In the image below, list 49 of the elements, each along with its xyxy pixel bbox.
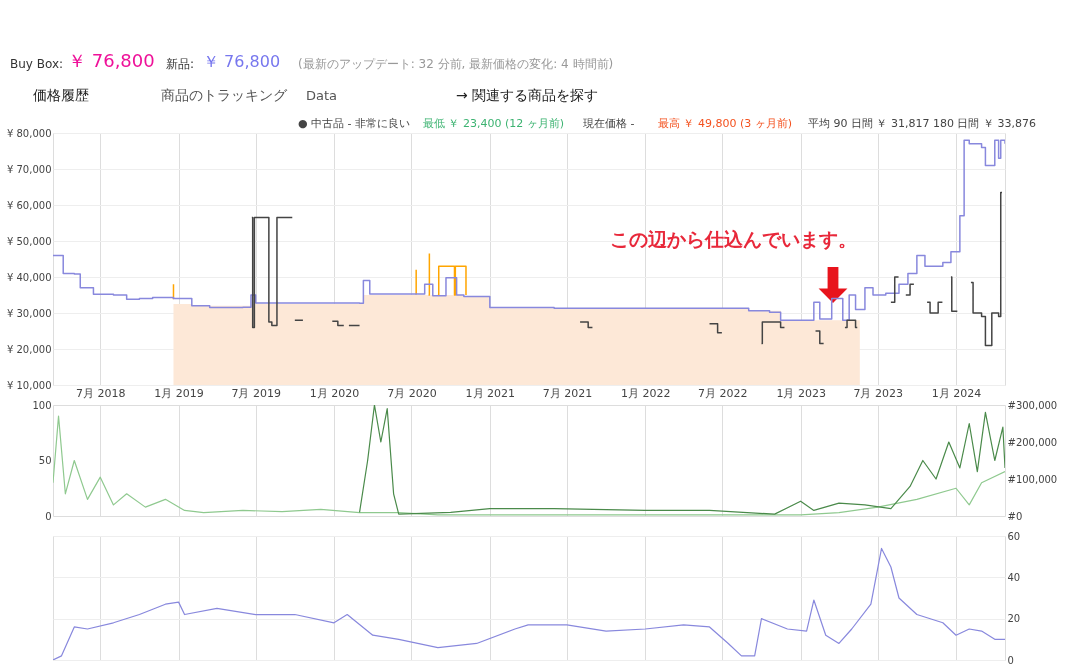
- text: 現在価格 -: [583, 117, 635, 130]
- y2-tick-label: #0: [1007, 510, 1023, 522]
- x-tick-label: 1月 2021: [465, 386, 516, 400]
- y-tick-label: ¥ 10,000: [6, 379, 52, 391]
- x-tick-label: 1月 2019: [154, 386, 204, 400]
- text: ● 中古品 - 非常に良い: [298, 117, 411, 130]
- x-tick-label: 1月 2022: [620, 386, 671, 400]
- text: (最新のアップデート: 32 分前, 最新価格の変化: 4 時間前): [298, 57, 614, 71]
- y-tick-label: ¥ 60,000: [6, 199, 52, 211]
- y2-tick-label: #200,000: [1007, 436, 1058, 448]
- y-tick-label: ¥ 80,000: [6, 127, 52, 139]
- text: 平均 90 日間 ￥ 31,817 180 日間 ￥ 33,876: [808, 117, 1036, 130]
- text: Data: [306, 88, 338, 103]
- y2-tick-label: 20: [1007, 613, 1021, 625]
- y-tick-label: ¥ 30,000: [6, 307, 52, 319]
- text: ￥ 76,800: [203, 52, 281, 71]
- y2-tick-label: 0: [1007, 654, 1014, 666]
- text: 最低 ￥ 23,400 (12 ヶ月前): [423, 117, 565, 130]
- x-tick-label: 1月 2023: [776, 386, 826, 400]
- y2-tick-label: #300,000: [1007, 399, 1058, 411]
- x-tick-label: 7月 2023: [853, 386, 903, 400]
- x-tick-label: 7月 2018: [76, 386, 126, 400]
- text: 最高 ￥ 49,800 (3 ヶ月前): [658, 117, 793, 130]
- text: 価格履歴: [33, 87, 89, 103]
- annotation: この辺から仕込んでいます。: [609, 228, 857, 250]
- x-tick-label: 7月 2020: [387, 386, 437, 400]
- text: → 関連する商品を探す: [456, 87, 599, 103]
- x-tick-label: 7月 2019: [231, 386, 281, 400]
- y-tick-label: 0: [45, 510, 52, 522]
- y-tick-label: ¥ 70,000: [6, 163, 52, 175]
- line-series: [53, 547, 1005, 660]
- x-tick-label: 1月 2020: [309, 386, 360, 400]
- y-tick-label: ¥ 40,000: [6, 271, 52, 283]
- y-tick-label: ¥ 50,000: [6, 235, 52, 247]
- y-tick-label: 50: [38, 455, 52, 466]
- y-tick-label: ¥ 20,000: [6, 343, 52, 355]
- text: ￥ 76,800: [68, 50, 155, 71]
- x-tick-label: 7月 2022: [698, 386, 748, 400]
- text: 商品のトラッキング: [161, 87, 288, 103]
- y-tick-label: 100: [32, 399, 52, 411]
- line-series: [358, 405, 1005, 515]
- y2-tick-label: 40: [1007, 571, 1021, 583]
- y2-tick-label: 60: [1007, 530, 1021, 542]
- x-tick-label: 7月 2021: [542, 386, 593, 400]
- y2-tick-label: #100,000: [1007, 473, 1058, 485]
- text: 新品:: [166, 57, 195, 71]
- text: Buy Box:: [10, 57, 64, 71]
- line-series: [53, 415, 1005, 516]
- x-tick-label: 1月 2024: [931, 386, 982, 400]
